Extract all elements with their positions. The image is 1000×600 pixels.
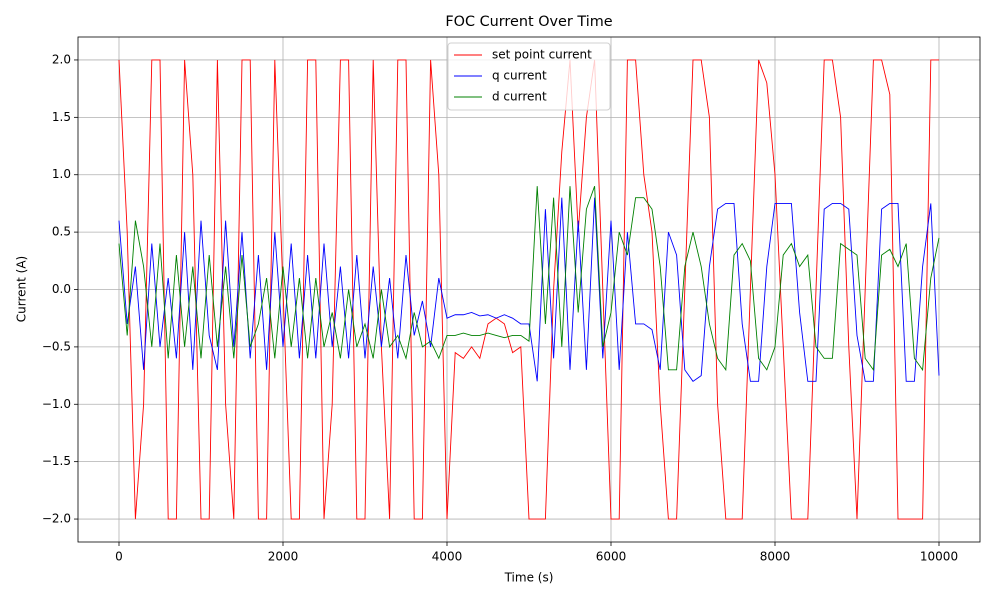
- y-tick-label: −1.5: [42, 454, 71, 468]
- y-tick-label: −1.0: [42, 397, 71, 411]
- y-tick-label: 2.0: [52, 52, 71, 66]
- data-line: [118, 59, 939, 520]
- y-tick-label: 1.0: [52, 167, 71, 181]
- x-tick-label: 0: [115, 550, 123, 564]
- x-axis-label: Time (s): [504, 571, 554, 585]
- legend-box: [447, 42, 611, 111]
- x-tick-label: 4000: [432, 550, 463, 564]
- legend-label: q current: [492, 69, 547, 83]
- x-tick-label: 8000: [760, 550, 791, 564]
- data-line: [118, 197, 940, 382]
- y-tick-label: −2.0: [42, 512, 71, 526]
- y-axis-label: Current (A): [15, 256, 29, 322]
- x-tick-label: 2000: [268, 550, 299, 564]
- y-tick-label: 0.5: [52, 225, 71, 239]
- data-line: [118, 186, 940, 372]
- y-tick-label: 1.5: [52, 110, 71, 124]
- x-tick-label: 6000: [596, 550, 627, 564]
- axes-frame: [77, 36, 981, 543]
- legend-label: d current: [492, 90, 547, 104]
- y-tick-label: 0.0: [52, 282, 71, 296]
- chart-title: FOC Current Over Time: [445, 14, 612, 30]
- x-tick-label: 10000: [920, 550, 958, 564]
- legend-label: set point current: [492, 48, 592, 62]
- y-tick-label: −0.5: [42, 339, 71, 353]
